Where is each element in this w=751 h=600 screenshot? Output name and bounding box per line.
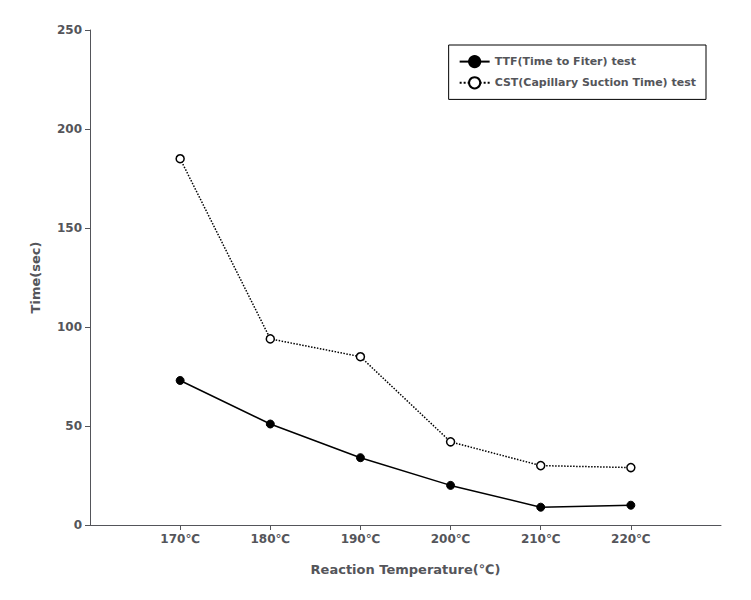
svg-text:200: 200 bbox=[57, 122, 82, 136]
svg-text:Reaction Temperature(℃): Reaction Temperature(℃) bbox=[311, 562, 501, 577]
svg-text:210℃: 210℃ bbox=[521, 532, 561, 546]
svg-text:CST(Capillary Suction Time) te: CST(Capillary Suction Time) test bbox=[495, 76, 696, 89]
svg-text:TTF(Time to Fiter) test: TTF(Time to Fiter) test bbox=[495, 55, 636, 68]
svg-text:0: 0 bbox=[74, 518, 82, 532]
svg-text:50: 50 bbox=[65, 419, 82, 433]
svg-text:190℃: 190℃ bbox=[341, 532, 381, 546]
svg-text:200℃: 200℃ bbox=[431, 532, 471, 546]
svg-text:220℃: 220℃ bbox=[611, 532, 651, 546]
svg-text:180℃: 180℃ bbox=[250, 532, 290, 546]
svg-text:Time(sec): Time(sec) bbox=[28, 242, 43, 314]
svg-text:250: 250 bbox=[57, 23, 82, 37]
svg-text:170℃: 170℃ bbox=[160, 532, 200, 546]
svg-text:150: 150 bbox=[57, 221, 82, 235]
svg-text:100: 100 bbox=[57, 320, 82, 334]
